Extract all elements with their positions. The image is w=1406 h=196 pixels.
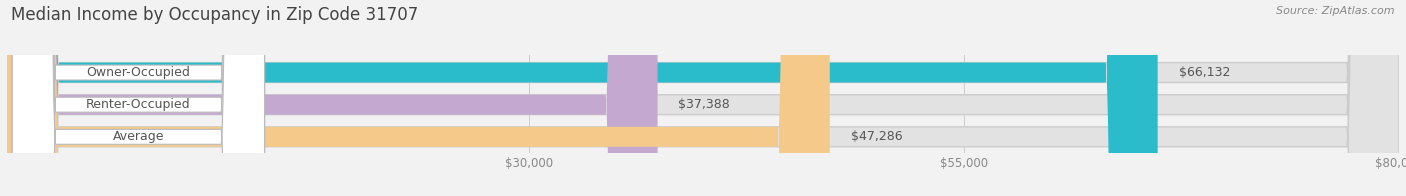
FancyBboxPatch shape	[7, 0, 1399, 196]
Text: $66,132: $66,132	[1178, 66, 1230, 79]
Text: Average: Average	[112, 130, 165, 143]
FancyBboxPatch shape	[13, 0, 264, 196]
Text: $37,388: $37,388	[679, 98, 730, 111]
Text: Source: ZipAtlas.com: Source: ZipAtlas.com	[1277, 6, 1395, 16]
FancyBboxPatch shape	[7, 0, 658, 196]
FancyBboxPatch shape	[7, 0, 1157, 196]
FancyBboxPatch shape	[7, 0, 830, 196]
Text: Owner-Occupied: Owner-Occupied	[86, 66, 190, 79]
FancyBboxPatch shape	[7, 0, 1399, 196]
Text: Renter-Occupied: Renter-Occupied	[86, 98, 191, 111]
FancyBboxPatch shape	[7, 0, 1399, 196]
FancyBboxPatch shape	[13, 0, 264, 196]
Text: Median Income by Occupancy in Zip Code 31707: Median Income by Occupancy in Zip Code 3…	[11, 6, 419, 24]
FancyBboxPatch shape	[13, 0, 264, 196]
Text: $47,286: $47,286	[851, 130, 903, 143]
